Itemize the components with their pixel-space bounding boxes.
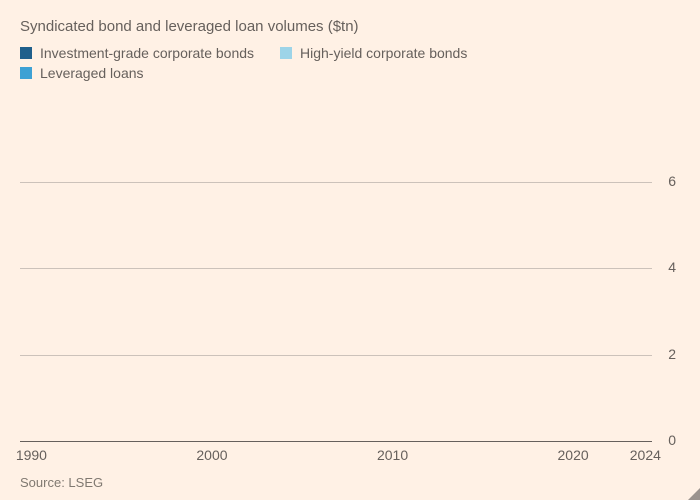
x-tick-label: 2000: [196, 447, 227, 463]
x-tick-label: 2010: [377, 447, 408, 463]
y-tick-label: 4: [668, 259, 676, 275]
legend-swatch-hy: [280, 47, 292, 59]
x-tick-label: 2024: [630, 447, 661, 463]
legend-swatch-ll: [20, 67, 32, 79]
legend: Investment-grade corporate bonds High-yi…: [20, 45, 580, 81]
plot-area: 0246: [20, 95, 680, 441]
y-tick-label: 2: [668, 346, 676, 362]
x-tick-label: 1990: [16, 447, 47, 463]
y-tick-label: 6: [668, 173, 676, 189]
chart-subtitle: Syndicated bond and leveraged loan volum…: [20, 18, 680, 35]
legend-item-ig: Investment-grade corporate bonds: [20, 45, 254, 61]
resize-corner-icon: [688, 488, 700, 500]
legend-item-hy: High-yield corporate bonds: [280, 45, 467, 61]
x-axis: 19902000201020202024: [20, 447, 652, 465]
x-tick-label: 2020: [558, 447, 589, 463]
legend-item-ll: Leveraged loans: [20, 65, 144, 81]
legend-label-hy: High-yield corporate bonds: [300, 45, 467, 61]
grid-line: [20, 441, 652, 442]
legend-swatch-ig: [20, 47, 32, 59]
y-tick-label: 0: [668, 432, 676, 448]
legend-label-ig: Investment-grade corporate bonds: [40, 45, 254, 61]
source-line: Source: LSEG: [20, 475, 680, 490]
legend-label-ll: Leveraged loans: [40, 65, 144, 81]
bars-container: [20, 95, 652, 441]
